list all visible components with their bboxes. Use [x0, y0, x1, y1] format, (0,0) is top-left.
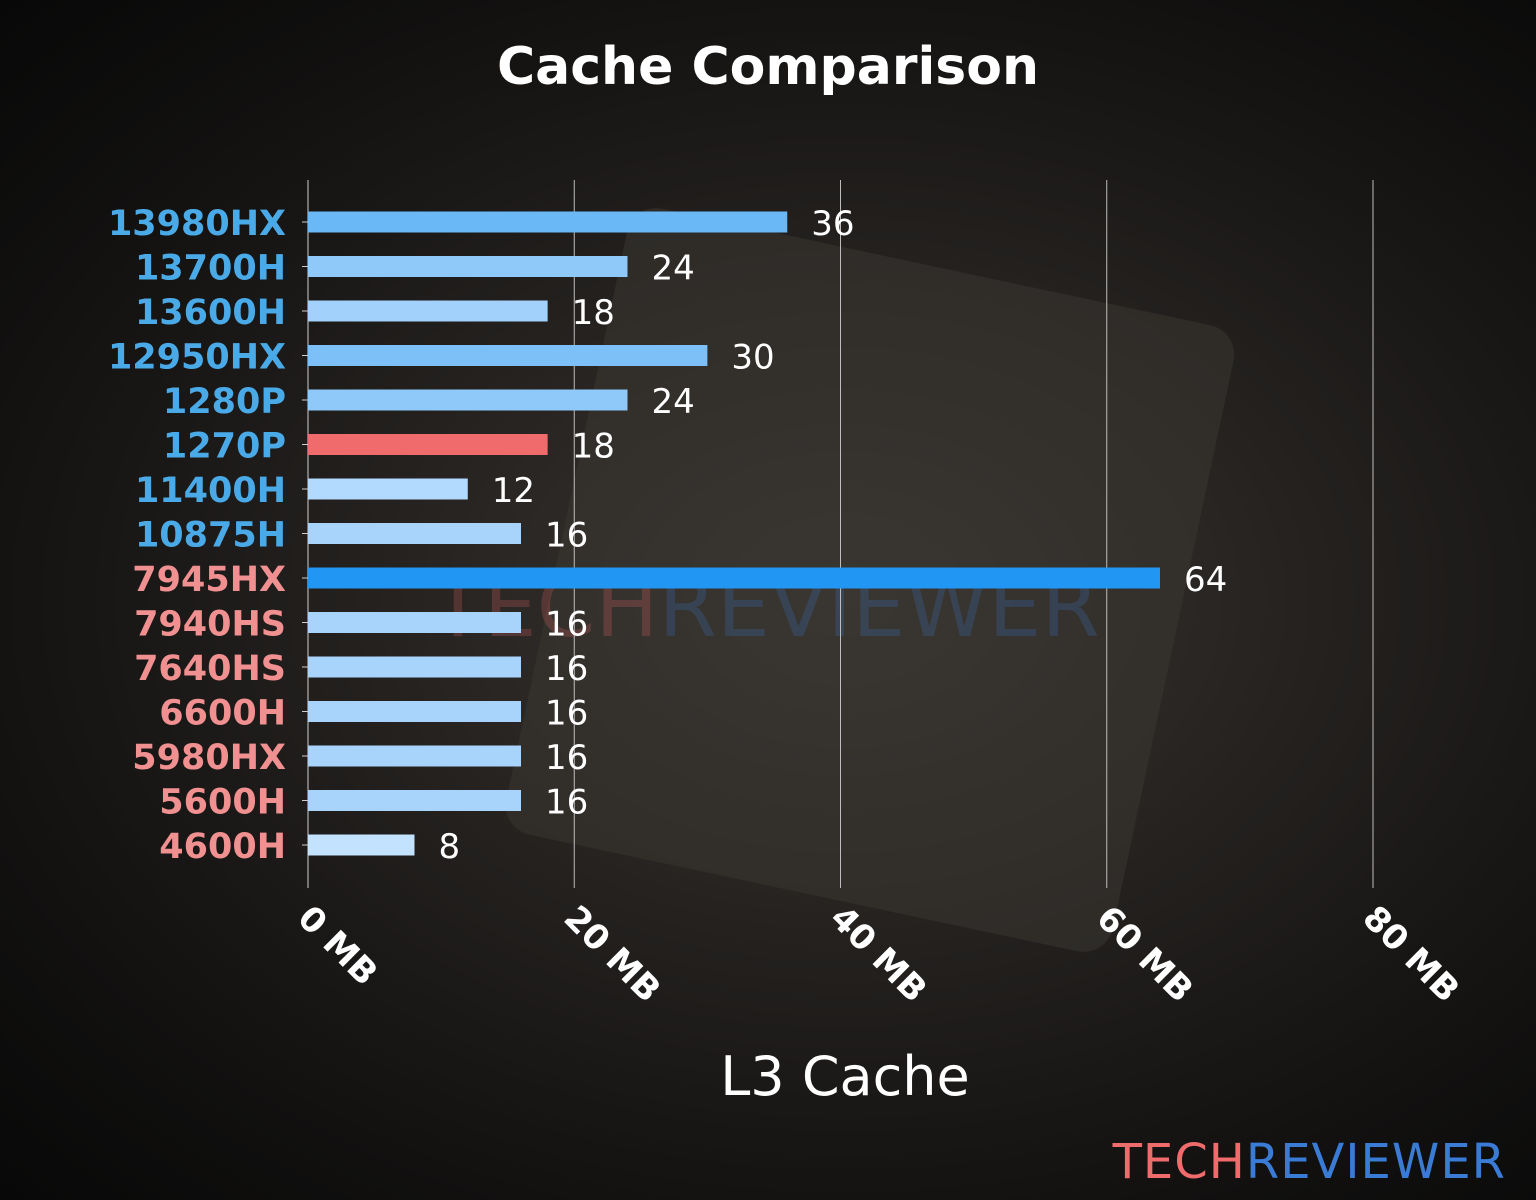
bar [308, 389, 628, 411]
bar [308, 434, 548, 455]
data-label: 8 [439, 827, 461, 867]
category-label: 13600H [135, 293, 286, 333]
category-label: 13980HX [108, 204, 286, 244]
chart-title: Cache Comparison [497, 37, 1039, 97]
category-label: 6600H [159, 694, 286, 734]
bar [308, 300, 548, 322]
data-label: 16 [545, 738, 588, 778]
data-label: 18 [572, 427, 615, 467]
bar [308, 745, 521, 767]
category-label: 10875H [135, 516, 286, 556]
category-label: 5980HX [132, 738, 286, 778]
category-label: 1280P [163, 382, 286, 422]
category-label: 7940HS [134, 605, 286, 645]
x-tick-label: 20 MB [556, 898, 668, 1010]
bar [308, 256, 628, 277]
data-label: 30 [731, 338, 774, 378]
data-label: 12 [492, 471, 535, 511]
category-label: 7945HX [132, 560, 286, 600]
x-tick-label: 0 MB [290, 898, 386, 994]
x-tick-label: 40 MB [822, 898, 934, 1010]
techreviewer-logo: TECHREVIEWER [1113, 1134, 1506, 1190]
category-label: 5600H [159, 783, 286, 823]
data-label: 16 [545, 783, 588, 823]
data-label: 16 [545, 605, 588, 645]
category-label: 11400H [135, 471, 286, 511]
logo-reviewer: REVIEWER [1245, 1134, 1506, 1190]
bar [308, 834, 415, 856]
category-label: 1270P [163, 427, 286, 467]
data-label: 36 [811, 204, 854, 244]
data-label: 16 [545, 516, 588, 556]
data-label: 18 [572, 293, 615, 333]
category-label: 12950HX [108, 338, 286, 378]
data-label: 24 [652, 382, 695, 422]
data-label: 16 [545, 694, 588, 734]
bar [308, 790, 521, 811]
category-label: 7640HS [134, 649, 286, 689]
logo-tech: TECH [1112, 1134, 1246, 1190]
data-label: 16 [545, 649, 588, 689]
bar [308, 211, 788, 233]
bar [308, 612, 521, 633]
bar [308, 478, 468, 500]
bar [308, 656, 521, 678]
bar [308, 345, 708, 366]
bar [308, 567, 1160, 589]
bar [308, 701, 521, 722]
category-label: 13700H [135, 249, 286, 289]
x-axis-label: L3 Cache [720, 1045, 970, 1108]
data-label: 24 [652, 249, 695, 289]
bar [308, 523, 521, 544]
x-tick-label: 80 MB [1355, 898, 1467, 1010]
data-label: 64 [1184, 560, 1227, 600]
category-label: 4600H [159, 827, 286, 867]
x-tick-label: 60 MB [1088, 898, 1200, 1010]
